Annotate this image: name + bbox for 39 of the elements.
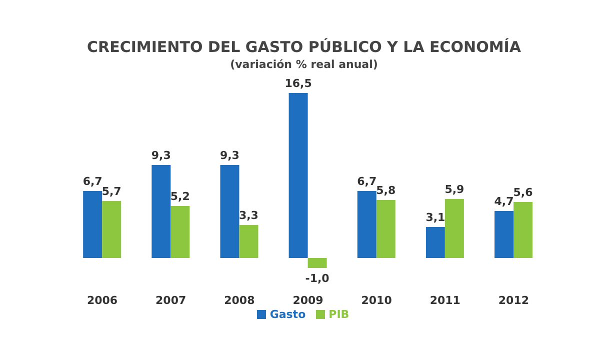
bar bbox=[83, 191, 102, 258]
x-tick-label: 2006 bbox=[86, 294, 118, 307]
data-label: 5,6 bbox=[513, 186, 534, 199]
bar bbox=[288, 93, 308, 258]
bar bbox=[444, 199, 464, 258]
legend-label: Gasto bbox=[270, 308, 306, 321]
bar bbox=[170, 206, 190, 258]
data-label: 4,7 bbox=[494, 195, 514, 208]
bar bbox=[220, 165, 240, 258]
bar bbox=[426, 227, 445, 258]
data-label: 5,2 bbox=[170, 190, 190, 203]
bar bbox=[514, 202, 533, 258]
bar bbox=[376, 200, 396, 258]
bar bbox=[308, 258, 327, 268]
data-label: 9,3 bbox=[151, 149, 171, 162]
bar bbox=[357, 191, 376, 258]
bar bbox=[494, 211, 514, 258]
data-label: 9,3 bbox=[220, 149, 240, 162]
data-label: 5,7 bbox=[102, 185, 122, 198]
x-tick-label: 2010 bbox=[361, 294, 392, 307]
x-tick-label: 2008 bbox=[224, 294, 255, 307]
x-tick-label: 2012 bbox=[498, 294, 530, 307]
chart-title: CRECIMIENTO DEL GASTO PÚBLICO Y LA ECONOMÍA bbox=[86, 37, 522, 56]
data-label: 6,7 bbox=[357, 175, 377, 188]
bar bbox=[239, 225, 258, 258]
data-label: 6,7 bbox=[82, 175, 102, 188]
bar bbox=[152, 165, 171, 258]
x-tick-label: 2007 bbox=[156, 294, 186, 307]
data-label: 5,9 bbox=[444, 183, 464, 196]
x-tick-label: 2009 bbox=[292, 294, 324, 307]
data-label: -1,0 bbox=[305, 272, 330, 285]
chart-subtitle: (variación % real anual) bbox=[229, 58, 379, 71]
data-label: 3,3 bbox=[238, 209, 258, 222]
x-tick-label: 2011 bbox=[430, 294, 460, 307]
legend-label: PIB bbox=[328, 308, 350, 321]
bar bbox=[102, 201, 122, 258]
data-label: 16,5 bbox=[284, 77, 312, 90]
data-label: 5,8 bbox=[376, 184, 396, 197]
data-label: 3,1 bbox=[426, 211, 446, 224]
